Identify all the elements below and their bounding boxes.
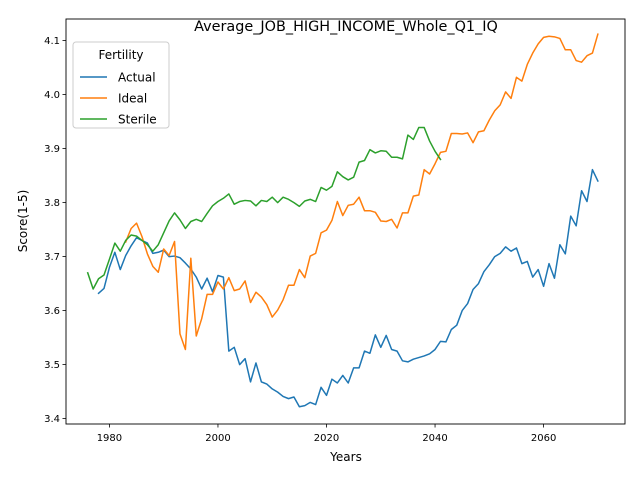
y-tick-label: 4.1	[44, 36, 60, 47]
y-tick-label: 3.9	[44, 144, 60, 155]
axes-frame	[65, 18, 626, 425]
x-axis-label: Years	[329, 450, 362, 464]
y-axis: 3.4 3.5 3.6 3.7 3.8 3.9 4.0 4.1	[44, 36, 66, 425]
y-axis-label: Score(1-5)	[16, 190, 30, 253]
series-line-ideal	[124, 33, 599, 351]
x-axis: 1980 2000 2020 2040 2060	[97, 424, 556, 444]
y-tick-label: 3.5	[44, 360, 60, 371]
x-tick-label: 2060	[531, 433, 556, 444]
x-tick-label: 1980	[97, 433, 122, 444]
x-tick-label: 2000	[205, 433, 230, 444]
y-tick-label: 3.7	[44, 252, 60, 263]
chart-title: Average_JOB_HIGH_INCOME_Whole_Q1_IQ	[194, 19, 498, 35]
legend-label-sterile: Sterile	[118, 113, 157, 127]
y-tick-label: 4.0	[44, 90, 60, 101]
y-tick-label: 3.6	[44, 306, 60, 317]
legend-frame	[72, 41, 170, 129]
legend: Fertility Actual Ideal Sterile	[72, 41, 170, 129]
legend-title: Fertility	[98, 48, 143, 62]
legend-label-ideal: Ideal	[118, 92, 147, 106]
y-tick-label: 3.4	[44, 414, 60, 425]
y-tick-label: 3.8	[44, 198, 60, 209]
legend-items: Actual Ideal Sterile	[80, 71, 157, 127]
series-line-sterile	[86, 126, 442, 290]
series-line-actual	[97, 168, 599, 408]
legend-label-actual: Actual	[118, 71, 156, 85]
x-tick-label: 2040	[422, 433, 447, 444]
x-tick-label: 2020	[314, 433, 339, 444]
plot-area	[86, 33, 599, 408]
